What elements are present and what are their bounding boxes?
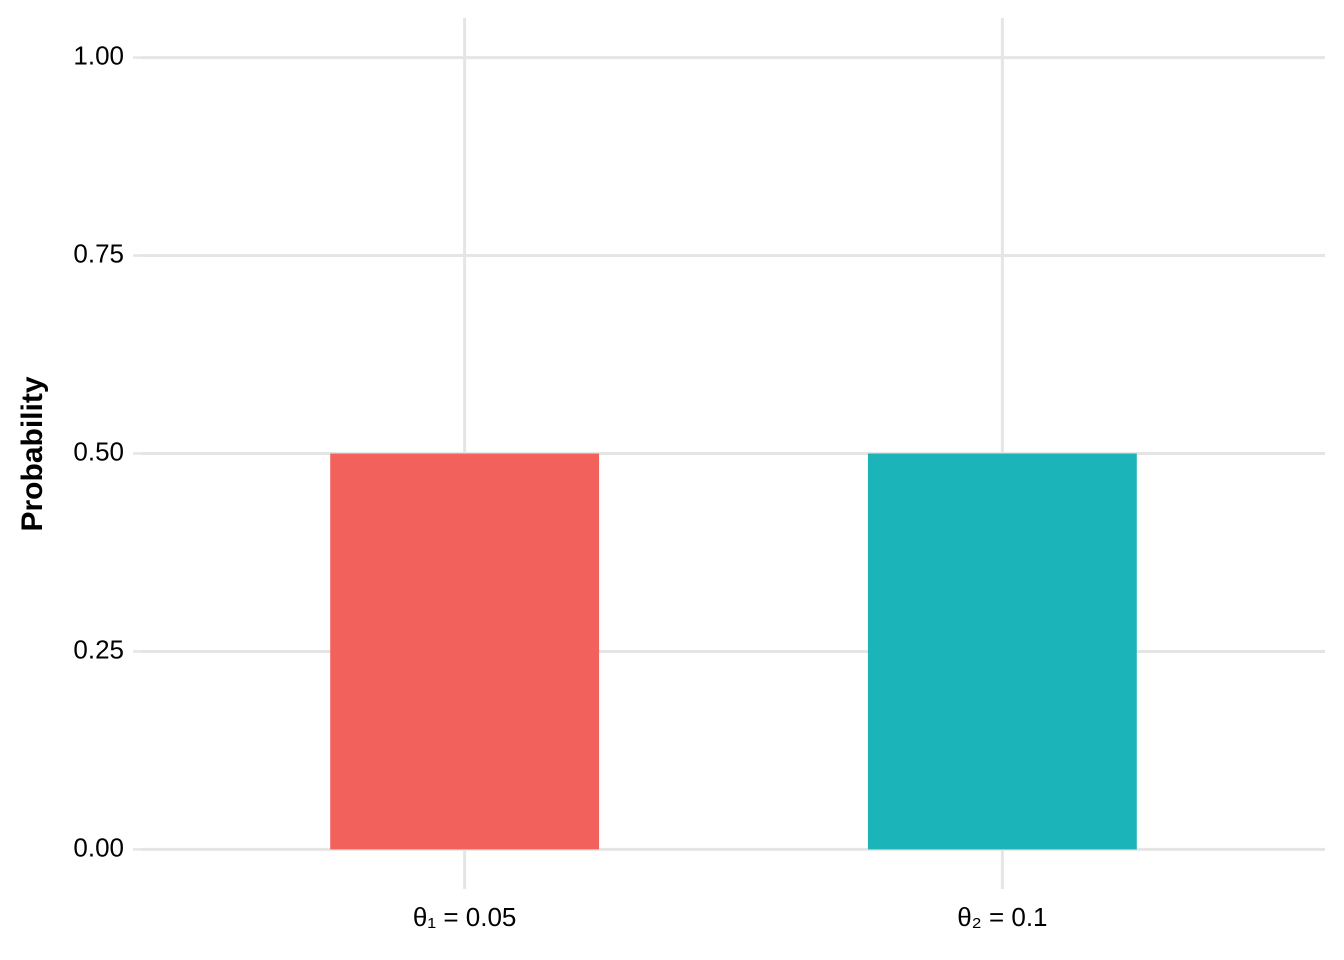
y-tick-label: 0.00 <box>73 832 124 862</box>
y-tick-label: 0.25 <box>73 634 124 664</box>
y-tick-label: 0.50 <box>73 436 124 466</box>
y-tick-label: 1.00 <box>73 40 124 70</box>
y-tick-label: 0.75 <box>73 238 124 268</box>
x-tick-label: θ₂ = 0.1 <box>957 902 1047 932</box>
x-tick-label: θ₁ = 0.05 <box>413 902 516 932</box>
bar <box>867 453 1137 850</box>
bar <box>330 453 600 850</box>
y-axis-label: Probability <box>16 376 49 531</box>
